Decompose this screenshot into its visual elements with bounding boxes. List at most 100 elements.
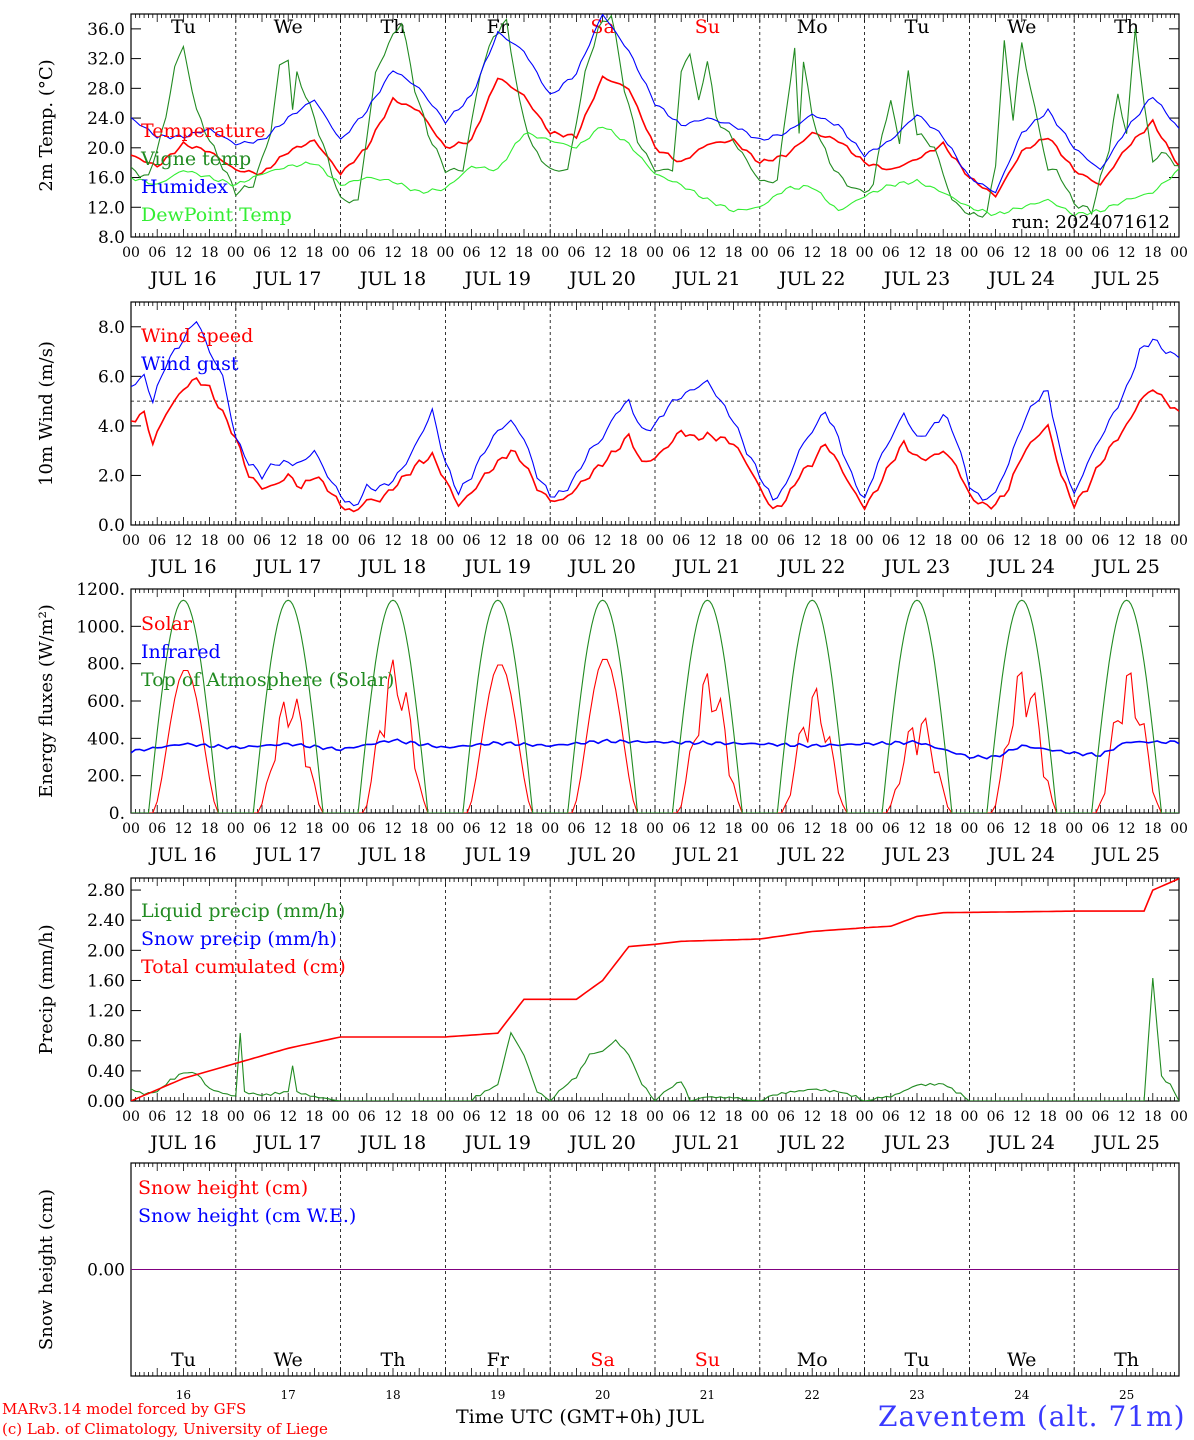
hour-tick-label: 06 bbox=[672, 1109, 690, 1125]
hour-tick-label: 18 bbox=[725, 533, 743, 549]
model-credit: MARv3.14 model forced by GFS bbox=[2, 1400, 247, 1418]
hour-tick-label: 12 bbox=[174, 1109, 192, 1125]
weekday-label: Mo bbox=[797, 16, 828, 38]
series-group bbox=[131, 14, 1179, 218]
day-number-label: 17 bbox=[281, 1388, 296, 1402]
hour-tick-label: 00 bbox=[436, 533, 454, 549]
y-tick-label: 0.80 bbox=[87, 1032, 125, 1052]
hour-tick-label: 18 bbox=[1039, 245, 1057, 261]
hour-tick-label: 06 bbox=[567, 821, 585, 837]
legend-entry: Temperature bbox=[141, 120, 265, 142]
hour-tick-label: 18 bbox=[934, 533, 952, 549]
hour-tick-label: 06 bbox=[882, 533, 900, 549]
hour-tick-label: 00 bbox=[751, 1109, 769, 1125]
series-line-infrared bbox=[131, 738, 1179, 760]
hour-tick-label: 00 bbox=[646, 821, 664, 837]
date-label: JUL 20 bbox=[567, 1132, 635, 1154]
hour-tick-label: 00 bbox=[332, 1109, 350, 1125]
hour-tick-label: 00 bbox=[960, 245, 978, 261]
date-label: JUL 16 bbox=[148, 556, 216, 578]
hour-tick-label: 06 bbox=[148, 821, 166, 837]
hour-tick-label: 06 bbox=[672, 533, 690, 549]
weekday-label: We bbox=[1007, 1349, 1036, 1371]
hour-tick-label: 18 bbox=[934, 1109, 952, 1125]
date-label: JUL 22 bbox=[777, 1132, 845, 1154]
y-tick-label: 0.00 bbox=[87, 1261, 125, 1281]
hour-tick-label: 18 bbox=[1144, 533, 1162, 549]
y-tick-label: 24.0 bbox=[87, 109, 125, 129]
hour-tick-label: 00 bbox=[856, 533, 874, 549]
legend-entry: Wind speed bbox=[141, 325, 253, 347]
y-tick-label: 8.0 bbox=[98, 228, 125, 248]
weekday-label: Fr bbox=[487, 1349, 510, 1371]
date-label: JUL 25 bbox=[1091, 268, 1159, 290]
weekday-label: We bbox=[1007, 16, 1036, 38]
date-label: JUL 18 bbox=[358, 556, 426, 578]
legend-entry: Snow height (cm) bbox=[138, 1177, 308, 1199]
date-label: JUL 19 bbox=[463, 844, 531, 866]
series-line-top-of-atmosphere-solar bbox=[131, 599, 1179, 813]
hour-tick-label: 12 bbox=[174, 245, 192, 261]
hour-tick-label: 00 bbox=[541, 245, 559, 261]
hour-tick-label: 18 bbox=[305, 821, 323, 837]
y-tick-label: 0. bbox=[109, 804, 125, 824]
hour-tick-label: 06 bbox=[987, 245, 1005, 261]
hour-tick-label: 00 bbox=[1065, 1109, 1083, 1125]
station-title: Zaventem (alt. 71m) bbox=[878, 1400, 1186, 1433]
hour-tick-label: 06 bbox=[148, 533, 166, 549]
hour-tick-label: 18 bbox=[1039, 1109, 1057, 1125]
hour-tick-label: 06 bbox=[148, 245, 166, 261]
series-line-humidex bbox=[131, 14, 1179, 194]
y-axis-label: Precip (mm/h) bbox=[36, 924, 57, 1054]
hour-tick-label: 06 bbox=[567, 245, 585, 261]
date-label: JUL 19 bbox=[463, 1132, 531, 1154]
hour-tick-label: 06 bbox=[253, 821, 271, 837]
date-label: JUL 16 bbox=[148, 844, 216, 866]
legend-entry: Total cumulated (cm) bbox=[141, 956, 346, 978]
hour-tick-label: 06 bbox=[987, 1109, 1005, 1125]
series-line-wind-gust bbox=[131, 320, 1179, 507]
legend-entry: Top of Atmosphere (Solar) bbox=[141, 669, 394, 691]
weekday-label: Su bbox=[695, 16, 720, 38]
hour-tick-label: 00 bbox=[122, 821, 140, 837]
hour-tick-label: 00 bbox=[751, 821, 769, 837]
hour-tick-label: 00 bbox=[646, 1109, 664, 1125]
hour-tick-label: 00 bbox=[646, 245, 664, 261]
run-label: run: 2024071612 bbox=[1012, 212, 1170, 233]
date-label: JUL 23 bbox=[882, 844, 950, 866]
panel-1: 8.0 12.0 16.0 20.0 24.0 28.0 32.0 36.0 2m Temp. … bbox=[36, 13, 1188, 290]
x-ticks bbox=[130, 302, 1180, 525]
hour-tick-label: 18 bbox=[934, 821, 952, 837]
hour-tick-label: 18 bbox=[201, 245, 219, 261]
y-tick-label: 8.0 bbox=[98, 318, 125, 338]
hour-tick-label: 12 bbox=[1118, 245, 1136, 261]
hour-tick-label: 12 bbox=[1118, 1109, 1136, 1125]
date-label: JUL 22 bbox=[777, 844, 845, 866]
weekday-label: Th bbox=[1114, 16, 1139, 38]
series-group bbox=[131, 878, 1179, 1101]
weekday-label: We bbox=[274, 1349, 303, 1371]
hour-tick-label: 18 bbox=[829, 533, 847, 549]
legend-entry: Vigne temp bbox=[140, 148, 251, 170]
y-tick-label: 12.0 bbox=[87, 198, 125, 218]
hour-tick-label: 12 bbox=[698, 821, 716, 837]
hour-tick-label: 06 bbox=[358, 533, 376, 549]
legend-entry: Solar bbox=[141, 613, 193, 635]
date-label: JUL 25 bbox=[1091, 556, 1159, 578]
hour-tick-label: 00 bbox=[332, 821, 350, 837]
weekday-label: Th bbox=[1114, 1349, 1139, 1371]
legend-entry: Infrared bbox=[141, 641, 221, 663]
hour-tick-label: 00 bbox=[751, 533, 769, 549]
y-tick-label: 2.40 bbox=[87, 911, 125, 931]
date-label: JUL 25 bbox=[1091, 1132, 1159, 1154]
hour-tick-label: 18 bbox=[515, 1109, 533, 1125]
weekday-label: Tu bbox=[905, 16, 930, 38]
hour-tick-label: 00 bbox=[541, 821, 559, 837]
y-axis-label: Snow height (cm) bbox=[36, 1189, 57, 1350]
hour-tick-label: 06 bbox=[882, 1109, 900, 1125]
hour-tick-label: 00 bbox=[122, 245, 140, 261]
panel-3: 0. 200. 400. 600. 800. 1000. 1200. Energy fluxe… bbox=[36, 580, 1188, 866]
date-label: JUL 21 bbox=[672, 556, 740, 578]
hour-tick-label: 06 bbox=[1091, 821, 1109, 837]
hour-tick-label: 18 bbox=[305, 1109, 323, 1125]
